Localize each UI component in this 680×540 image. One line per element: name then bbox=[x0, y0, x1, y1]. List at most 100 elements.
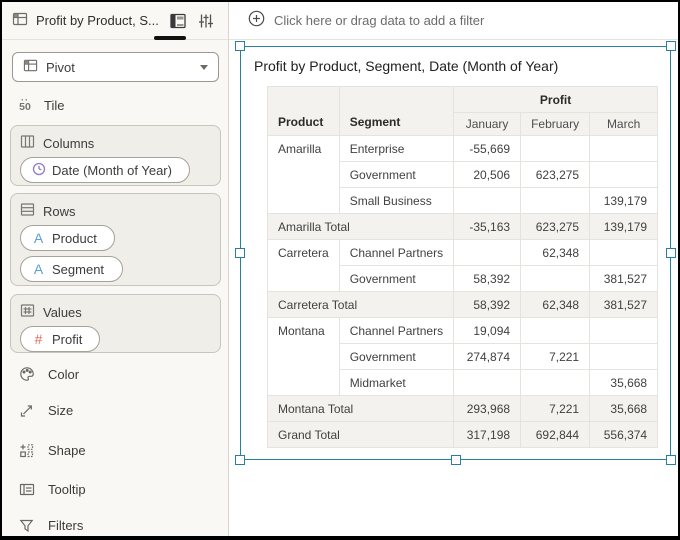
cell-segment[interactable]: Government bbox=[338, 343, 455, 370]
shapes-icon bbox=[18, 443, 35, 458]
cell-value[interactable] bbox=[520, 265, 591, 292]
viz-type-select[interactable]: Pivot bbox=[12, 52, 219, 82]
cell-value[interactable]: 317,198 bbox=[453, 421, 522, 448]
cell-total-label[interactable]: Montana Total bbox=[266, 395, 455, 422]
selection-handle-mid-right[interactable] bbox=[666, 248, 676, 258]
sidebar-item-size[interactable]: Size bbox=[18, 400, 73, 420]
filter-bar[interactable]: Click here or drag data to add a filter bbox=[229, 2, 678, 40]
shape-label: Shape bbox=[48, 442, 86, 458]
cell-value[interactable]: 139,179 bbox=[589, 187, 659, 214]
cell-value[interactable] bbox=[520, 135, 591, 162]
sidebar-item-tooltip[interactable]: Tooltip bbox=[18, 479, 86, 499]
cell-product[interactable]: Montana bbox=[267, 317, 340, 396]
active-tab-indicator bbox=[154, 36, 186, 40]
cell-value[interactable] bbox=[589, 135, 659, 162]
cell-value[interactable]: 35,668 bbox=[589, 395, 659, 422]
sidebar-item-tile[interactable]: ·· 50 Tile bbox=[16, 94, 64, 116]
table-row: Amarilla Enterprise -55,669 bbox=[267, 135, 659, 214]
cell-value[interactable]: 35,668 bbox=[589, 369, 659, 396]
subtotal-row: Amarilla Total -35,163 623,275 139,179 bbox=[266, 213, 659, 240]
table-row: Montana Channel Partners 19,094 bbox=[267, 317, 659, 396]
cell-total-label[interactable]: Grand Total bbox=[266, 421, 455, 448]
filters-label: Filters bbox=[48, 517, 84, 533]
rows-drop-zone[interactable]: Rows A Product A Segment bbox=[10, 193, 221, 286]
cell-segment[interactable]: Midmarket bbox=[338, 369, 455, 396]
selection-handle-top-right[interactable] bbox=[666, 41, 676, 51]
sidebar-item-filters[interactable]: Filters bbox=[18, 515, 83, 535]
resize-arrow-icon bbox=[18, 403, 35, 418]
column-header-january[interactable]: January bbox=[453, 112, 522, 136]
cell-value[interactable]: 623,275 bbox=[520, 213, 591, 240]
cell-value[interactable]: 381,527 bbox=[589, 265, 659, 292]
cell-segment[interactable]: Small Business bbox=[338, 187, 455, 214]
pill-segment[interactable]: A Segment bbox=[20, 256, 123, 282]
cell-value[interactable] bbox=[589, 161, 659, 188]
selection-handle-mid-left[interactable] bbox=[235, 248, 245, 258]
pill-date-month-of-year[interactable]: Date (Month of Year) bbox=[20, 157, 190, 183]
cell-value[interactable] bbox=[520, 369, 591, 396]
cell-value[interactable] bbox=[453, 239, 522, 266]
table-row: Midmarket 35,668 bbox=[268, 369, 659, 396]
cell-value[interactable] bbox=[520, 317, 591, 344]
cell-value[interactable]: 62,348 bbox=[520, 291, 591, 318]
pivot-viz-icon bbox=[23, 58, 38, 76]
viz-selection-frame: Profit by Product, Segment, Date (Month … bbox=[235, 41, 676, 465]
cell-value[interactable]: 274,874 bbox=[453, 343, 522, 370]
cell-value[interactable]: 293,968 bbox=[453, 395, 522, 422]
cell-value[interactable]: 381,527 bbox=[589, 291, 659, 318]
column-header-february[interactable]: February bbox=[520, 112, 591, 136]
cell-value[interactable]: 58,392 bbox=[453, 291, 522, 318]
values-drop-zone[interactable]: Values # Profit bbox=[10, 294, 221, 353]
cell-value[interactable]: 20,506 bbox=[453, 161, 522, 188]
cell-total-label[interactable]: Carretera Total bbox=[266, 291, 455, 318]
cell-value[interactable] bbox=[520, 187, 591, 214]
sidebar-title: Profit by Product, S... bbox=[36, 13, 159, 28]
column-header-profit[interactable]: Profit bbox=[453, 86, 659, 113]
cell-total-label[interactable]: Amarilla Total bbox=[266, 213, 455, 240]
cell-value[interactable] bbox=[589, 317, 659, 344]
cell-segment[interactable]: Enterprise bbox=[338, 135, 455, 162]
cell-value[interactable]: 58,392 bbox=[453, 265, 522, 292]
sidebar-header: Profit by Product, S... bbox=[2, 2, 228, 40]
column-header-segment[interactable]: Segment bbox=[338, 86, 455, 136]
cell-value[interactable]: -55,669 bbox=[453, 135, 522, 162]
pill-product[interactable]: A Product bbox=[20, 225, 115, 251]
cell-value[interactable]: 623,275 bbox=[520, 161, 591, 188]
table-row: Government 20,506 623,275 bbox=[268, 161, 659, 188]
cell-value[interactable] bbox=[589, 239, 659, 266]
cell-value[interactable]: 19,094 bbox=[453, 317, 522, 344]
tab-properties-sliders[interactable] bbox=[192, 7, 220, 35]
cell-value[interactable]: -35,163 bbox=[453, 213, 522, 240]
cell-value[interactable]: 7,221 bbox=[520, 395, 591, 422]
cell-segment[interactable]: Government bbox=[338, 265, 455, 292]
filter-funnel-icon bbox=[18, 518, 35, 533]
sidebar-item-shape[interactable]: Shape bbox=[18, 440, 86, 460]
sidebar-item-color[interactable]: Color bbox=[18, 364, 79, 384]
cell-value[interactable] bbox=[589, 343, 659, 370]
cell-value[interactable]: 62,348 bbox=[520, 239, 591, 266]
cell-value[interactable] bbox=[453, 187, 522, 214]
selection-handle-bottom-left[interactable] bbox=[235, 455, 245, 465]
selection-handle-bottom-middle[interactable] bbox=[450, 455, 461, 465]
selection-handle-top-left[interactable] bbox=[235, 41, 245, 51]
cell-value[interactable]: 7,221 bbox=[520, 343, 591, 370]
columns-drop-zone[interactable]: Columns Date (Month of Year) bbox=[10, 125, 221, 186]
values-label: Values bbox=[43, 304, 82, 320]
visualization-canvas[interactable]: Profit by Product, Segment, Date (Month … bbox=[229, 40, 678, 536]
cell-value[interactable]: 556,374 bbox=[589, 421, 659, 448]
rows-icon bbox=[20, 202, 35, 220]
cell-value[interactable] bbox=[453, 369, 522, 396]
selection-handle-bottom-right[interactable] bbox=[666, 455, 676, 465]
cell-segment[interactable]: Channel Partners bbox=[338, 317, 455, 344]
cell-value[interactable]: 139,179 bbox=[589, 213, 659, 240]
tab-grammar-panel[interactable] bbox=[164, 7, 192, 35]
cell-segment[interactable]: Government bbox=[338, 161, 455, 188]
cell-segment[interactable]: Channel Partners bbox=[338, 239, 455, 266]
cell-product[interactable]: Carretera bbox=[267, 239, 340, 292]
rows-label: Rows bbox=[43, 203, 76, 219]
cell-value[interactable]: 692,844 bbox=[520, 421, 591, 448]
pill-profit[interactable]: # Profit bbox=[20, 326, 100, 352]
column-header-product[interactable]: Product bbox=[267, 86, 340, 136]
column-header-march[interactable]: March bbox=[589, 112, 659, 136]
cell-product[interactable]: Amarilla bbox=[267, 135, 340, 214]
